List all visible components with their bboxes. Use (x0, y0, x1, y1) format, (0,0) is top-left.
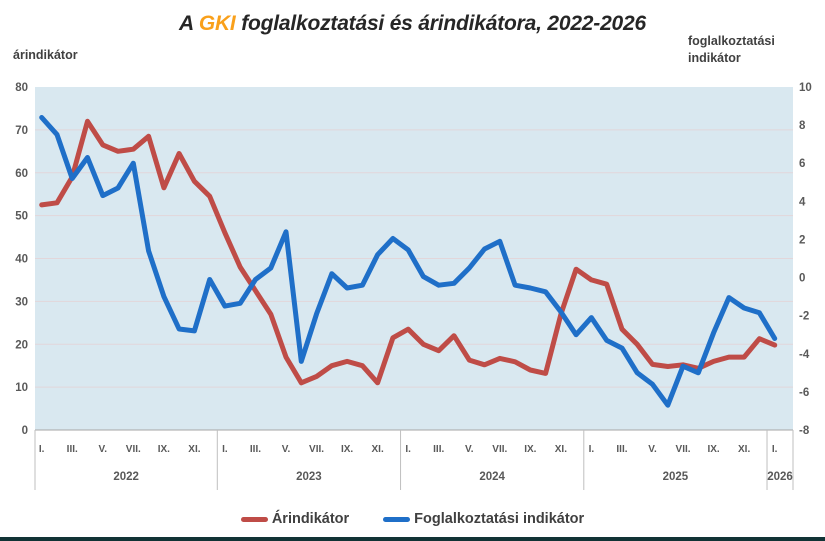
x-axis-month-label: XI. (555, 444, 567, 455)
x-axis-month-label: XI. (738, 444, 750, 455)
x-axis-month-label: III. (433, 444, 444, 455)
x-axis-month-label: III. (67, 444, 78, 455)
bottom-border-bar (0, 537, 825, 541)
chart-title: A GKI foglalkoztatási és árindikátora, 2… (0, 12, 825, 36)
series-line-arindikator (39, 118, 778, 386)
right-axis-tick-label: 4 (799, 196, 806, 208)
x-axis-year-label: 2026 (767, 471, 793, 483)
x-axis-month-label: I. (772, 444, 778, 455)
right-axis-tick-label: -2 (799, 311, 809, 323)
x-axis-month-label: VII. (309, 444, 324, 455)
chart-title-prefix: A (178, 12, 199, 35)
x-axis-month-label: IX. (707, 444, 719, 455)
legend-swatch-blue-line (383, 516, 411, 522)
x-axis-month-label: III. (616, 444, 627, 455)
right-axis-tick-label: 0 (799, 273, 805, 285)
right-axis-tick-label: -4 (799, 349, 810, 361)
x-axis-month-label: V. (99, 444, 108, 455)
left-axis-title: árindikátor (13, 48, 78, 62)
x-axis-month-label: I. (222, 444, 228, 455)
legend-label: Foglalkoztatási indikátor (414, 511, 585, 527)
left-axis-tick-label: 40 (15, 254, 28, 266)
x-axis-month-label: V. (282, 444, 291, 455)
x-axis-month-label: I. (589, 444, 595, 455)
right-axis-tick-label: 8 (799, 120, 806, 132)
left-axis-tick-label: 50 (15, 211, 28, 223)
left-axis-tick-label: 0 (22, 425, 28, 437)
x-axis-month-label: VII. (676, 444, 691, 455)
left-axis-tick-label: 80 (15, 82, 28, 94)
x-axis-month-label: XI. (188, 444, 200, 455)
right-axis-tick-label: 6 (799, 158, 805, 170)
chart-title-brand-gki: GKI (198, 12, 236, 35)
x-axis-month-label: IX. (524, 444, 536, 455)
right-axis-tick-label: -8 (799, 425, 810, 437)
right-axis-tick-label: 10 (799, 82, 812, 94)
x-axis-month-label: III. (250, 444, 261, 455)
x-axis-month-label: IX. (341, 444, 353, 455)
legend-item-foglalkoztatasi: Foglalkoztatási indikátor (383, 511, 584, 527)
x-axis-year-label: 2025 (663, 471, 689, 483)
x-axis-month-label: XI. (372, 444, 384, 455)
x-axis-year-label: 2023 (296, 471, 322, 483)
x-axis-month-label: V. (648, 444, 657, 455)
x-axis-month-label: I. (39, 444, 45, 455)
left-axis-tick-label: 70 (15, 125, 28, 137)
left-axis-tick-label: 30 (15, 296, 28, 308)
legend-swatch-red-line (240, 516, 268, 522)
legend-label: Árindikátor (271, 511, 350, 527)
left-axis-tick-label: 20 (15, 339, 28, 351)
x-axis-year-label: 2024 (479, 471, 505, 483)
series-line-foglalkoztatasi-indikator (39, 115, 778, 408)
right-axis-tick-label: -6 (799, 387, 809, 399)
x-axis-month-label: I. (405, 444, 411, 455)
legend-item-arindikator: Árindikátor (240, 511, 350, 527)
chart-title-rest: foglalkoztatási és árindikátora, 2022-20… (235, 12, 646, 35)
chart-legend: Árindikátor Foglalkoztatási indikátor (0, 511, 825, 527)
x-axis-year-label: 2022 (113, 471, 139, 483)
x-axis-month-label: VII. (126, 444, 141, 455)
right-axis-title: foglalkoztatási indikátor (688, 34, 775, 65)
left-axis-tick-label: 60 (15, 168, 28, 180)
x-axis-month-label: IX. (158, 444, 170, 455)
left-axis-tick-label: 10 (15, 382, 28, 394)
x-axis-month-label: V. (465, 444, 474, 455)
right-axis-tick-label: 2 (799, 234, 805, 246)
x-axis-month-label: VII. (492, 444, 507, 455)
